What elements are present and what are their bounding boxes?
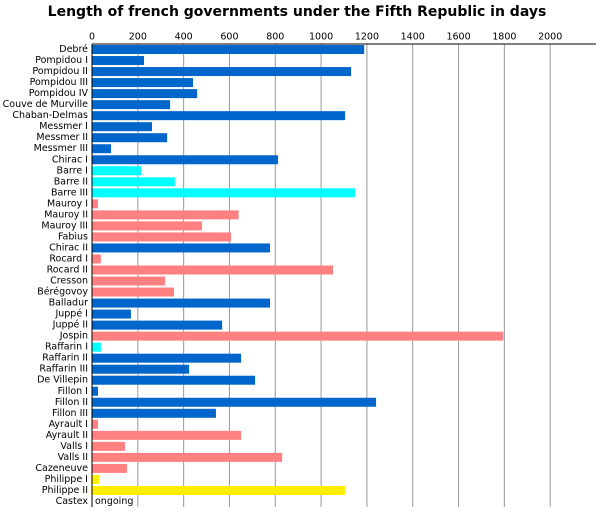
bar: [92, 67, 352, 77]
bar: [92, 485, 346, 495]
y-tick-label: Mauroy I: [47, 198, 88, 209]
y-tick-label: Juppé I: [54, 309, 88, 320]
bar: [92, 45, 365, 55]
bar: [92, 177, 175, 187]
bar: [92, 320, 223, 330]
bar: [92, 375, 256, 385]
x-tick-label: 1600: [446, 32, 470, 43]
x-tick-label: 200: [129, 32, 147, 43]
y-tick-label: Ayrault II: [46, 430, 88, 441]
y-tick-label: Pompidou IV: [29, 88, 89, 99]
y-tick-label: Valls I: [60, 441, 88, 452]
y-tick-label: Couve de Murville: [3, 99, 89, 110]
chart-title: Length of french governments under the F…: [48, 4, 547, 20]
bar: [92, 441, 125, 451]
y-tick-label: Jospin: [59, 331, 88, 342]
bar: [92, 452, 283, 462]
y-tick-label: Bérégovoy: [37, 287, 88, 298]
y-tick-label: Cresson: [50, 276, 88, 287]
y-tick-label: Raffarin III: [39, 364, 88, 375]
bar: [92, 56, 145, 66]
bar: [92, 298, 271, 308]
bar: [92, 265, 334, 275]
bar: [92, 408, 216, 418]
bar: [92, 133, 168, 143]
x-tick-label: 2000: [538, 32, 562, 43]
y-tick-label: Fillon I: [58, 386, 88, 397]
bar: [92, 430, 242, 440]
bar: [92, 386, 98, 396]
y-tick-label: Raffarin II: [42, 353, 88, 364]
x-tick-label: 1400: [401, 32, 425, 43]
y-tick-label: Rocard I: [49, 253, 88, 264]
bar: [92, 342, 101, 352]
bar: [92, 111, 346, 121]
bar: [92, 188, 355, 198]
bar: [92, 309, 131, 319]
y-tick-label: Philippe II: [42, 485, 88, 496]
bar: [92, 89, 198, 99]
y-tick-label: Cazeneuve: [35, 463, 88, 474]
bar: [92, 232, 232, 242]
y-tick-label: Mauroy II: [44, 209, 88, 220]
y-tick-label: Fillon III: [52, 408, 88, 419]
y-tick-label: Barre I: [57, 165, 88, 176]
bar: [92, 474, 100, 484]
y-tick-label: Barre II: [54, 176, 88, 187]
y-tick-label: Fillon II: [55, 397, 88, 408]
y-tick-label: Rocard II: [47, 264, 88, 275]
bar: [92, 221, 202, 231]
bar: [92, 243, 271, 253]
bar: [92, 199, 98, 209]
y-tick-label: Castex: [56, 496, 89, 507]
y-tick-label: Messmer II: [36, 132, 88, 143]
y-tick-label: Pompidou I: [35, 55, 88, 66]
bar: [92, 353, 242, 363]
y-tick-label: Chirac I: [52, 154, 88, 165]
bar: [92, 276, 166, 286]
y-tick-label: Debré: [59, 44, 88, 55]
y-tick-label: Juppé II: [52, 320, 88, 331]
y-tick-label: Balladur: [49, 298, 88, 309]
bar: [92, 144, 112, 154]
bar: [92, 166, 142, 176]
x-tick-label: 800: [266, 32, 284, 43]
x-tick-label: 1800: [492, 32, 516, 43]
bar: [92, 463, 128, 473]
y-tick-label: Ayrault I: [49, 419, 88, 430]
bar: [92, 78, 194, 88]
y-tick-label: Chaban-Delmas: [12, 110, 88, 121]
y-tick-label: Chirac II: [49, 242, 88, 253]
bar: [92, 210, 239, 220]
y-tick-label: Messmer III: [34, 143, 88, 154]
y-tick-label: Raffarin I: [45, 342, 88, 353]
y-tick-label: Philippe I: [45, 474, 88, 485]
bar: [92, 287, 175, 297]
bar: [92, 331, 504, 341]
y-tick-label: Pompidou II: [32, 66, 88, 77]
bar: [92, 254, 101, 264]
x-tick-label: 1200: [355, 32, 379, 43]
bar: [92, 364, 190, 374]
y-tick-label: De Villepin: [37, 375, 88, 386]
y-tick-label: Mauroy III: [41, 220, 88, 231]
bar: [92, 397, 377, 407]
plot-area: [92, 44, 596, 507]
x-tick-label: 600: [220, 32, 238, 43]
x-tick-label: 400: [175, 32, 193, 43]
y-tick-label: Valls II: [58, 452, 88, 463]
y-tick-label: Pompidou III: [30, 77, 88, 88]
bar: [92, 100, 171, 110]
bar: [92, 122, 153, 132]
x-tick-label: 1000: [309, 32, 333, 43]
bar: [92, 155, 279, 165]
y-tick-label: Messmer I: [39, 121, 88, 132]
bar: [92, 419, 98, 429]
y-tick-label: Fabius: [58, 231, 88, 242]
x-tick-label: 0: [89, 32, 95, 43]
y-tick-label: Barre III: [51, 187, 88, 198]
value-label: ongoing: [95, 496, 133, 507]
